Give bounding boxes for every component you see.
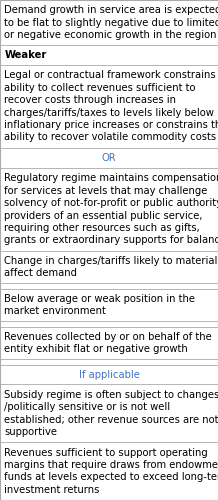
Text: Regulatory regime maintains compensation
for services at levels that may challen: Regulatory regime maintains compensation… <box>4 174 218 246</box>
Text: Below average or weak position in the
market environment: Below average or weak position in the ma… <box>4 294 195 316</box>
Text: Revenues collected by or on behalf of the
entity exhibit flat or negative growth: Revenues collected by or on behalf of th… <box>4 332 212 354</box>
Text: Revenues sufficient to support operating
margins that require draws from endowme: Revenues sufficient to support operating… <box>4 448 218 494</box>
Text: Subsidy regime is often subject to changes
/politically sensitive or is not well: Subsidy regime is often subject to chang… <box>4 390 218 437</box>
Text: OR: OR <box>102 153 116 163</box>
Text: Change in charges/tariffs likely to materially
affect demand: Change in charges/tariffs likely to mate… <box>4 256 218 278</box>
Text: Legal or contractual framework constrains
ability to collect revenues sufficient: Legal or contractual framework constrain… <box>4 70 218 142</box>
Text: Weaker: Weaker <box>4 50 47 60</box>
Text: Demand growth in service area is expected
to be flat to slightly negative due to: Demand growth in service area is expecte… <box>4 5 218 40</box>
Text: If applicable: If applicable <box>78 370 140 380</box>
